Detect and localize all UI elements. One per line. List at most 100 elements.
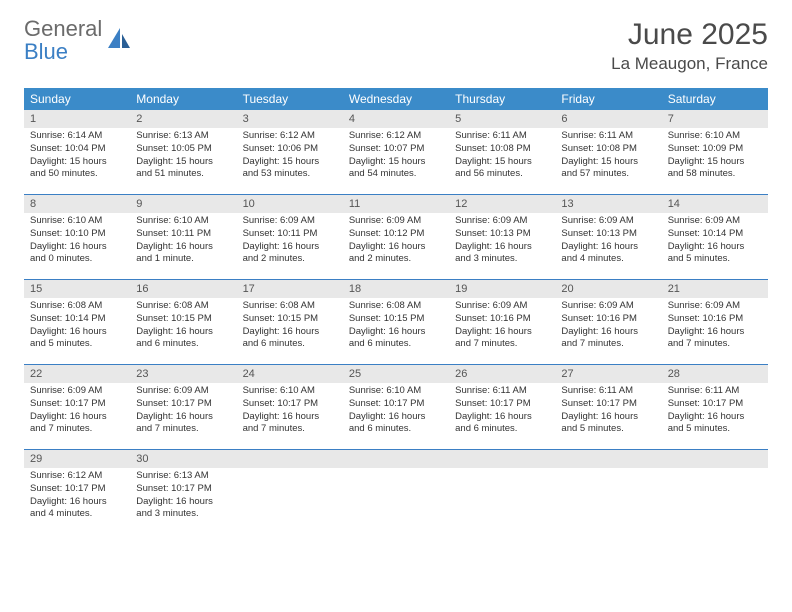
day-body: Sunrise: 6:11 AMSunset: 10:17 PMDaylight… (449, 385, 555, 436)
day-cell: 23Sunrise: 6:09 AMSunset: 10:17 PMDaylig… (130, 365, 236, 449)
day-number: 14 (662, 195, 768, 213)
sunrise-text: Sunrise: 6:10 AM (243, 385, 337, 398)
daylight-text: Daylight: 16 hours and 5 minutes. (668, 241, 762, 267)
sunrise-text: Sunrise: 6:11 AM (561, 130, 655, 143)
day-cell: 11 Sunrise: 6:09 AMSunset: 10:12 PMDaylig… (343, 195, 449, 279)
day-header: Sunday (24, 88, 130, 110)
day-body: Sunrise: 6:10 AMSunset: 10:09 PMDaylight… (662, 130, 768, 181)
sunset-text: Sunset: 10:04 PM (30, 143, 124, 156)
daylight-text: Daylight: 16 hours and 6 minutes. (349, 411, 443, 437)
day-number: 8 (24, 195, 130, 213)
sunset-text: Sunset: 10:17 PM (136, 398, 230, 411)
sunrise-text: Sunrise: 6:08 AM (30, 300, 124, 313)
sunset-text: Sunset: 10:17 PM (30, 398, 124, 411)
daylight-text: Daylight: 16 hours and 7 minutes. (455, 326, 549, 352)
daylight-text: Daylight: 16 hours and 7 minutes. (668, 326, 762, 352)
daylight-text: Daylight: 16 hours and 7 minutes. (136, 411, 230, 437)
day-header: Friday (555, 88, 661, 110)
sunset-text: Sunset: 10:10 PM (30, 228, 124, 241)
title-block: June 2025 La Meaugon, France (611, 18, 768, 74)
day-body: Sunrise: 6:08 AMSunset: 10:15 PMDaylight… (130, 300, 236, 351)
week-row: 29Sunrise: 6:12 AMSunset: 10:17 PMDaylig… (24, 450, 768, 534)
day-number: 24 (237, 365, 343, 383)
week-row: 15Sunrise: 6:08 AMSunset: 10:14 PMDaylig… (24, 280, 768, 365)
day-body: Sunrise: 6:10 AMSunset: 10:11 PMDaylight… (130, 215, 236, 266)
sunrise-text: Sunrise: 6:09 AM (243, 215, 337, 228)
day-cell: 17 Sunrise: 6:08 AMSunset: 10:15 PMDaylig… (237, 280, 343, 364)
day-body: Sunrise: 6:09 AMSunset: 10:16 PMDaylight… (555, 300, 661, 351)
sail-icon (106, 26, 132, 57)
sunset-text: Sunset: 10:14 PM (668, 228, 762, 241)
day-number: 18 (343, 280, 449, 298)
sunrise-text: Sunrise: 6:09 AM (561, 215, 655, 228)
day-body: Sunrise: 6:09 AMSunset: 10:12 PMDaylight… (343, 215, 449, 266)
day-cell: 18Sunrise: 6:08 AMSunset: 10:15 PMDaylig… (343, 280, 449, 364)
sunset-text: Sunset: 10:17 PM (455, 398, 549, 411)
day-body: Sunrise: 6:12 AMSunset: 10:06 PMDaylight… (237, 130, 343, 181)
daylight-text: Daylight: 15 hours and 54 minutes. (349, 156, 443, 182)
sunset-text: Sunset: 10:11 PM (243, 228, 337, 241)
sunset-text: Sunset: 10:17 PM (243, 398, 337, 411)
daylight-text: Daylight: 16 hours and 5 minutes. (668, 411, 762, 437)
week-row: 1 Sunrise: 6:14 AMSunset: 10:04 PM Dayligh… (24, 110, 768, 195)
sunrise-text: Sunrise: 6:10 AM (349, 385, 443, 398)
day-number: 13 (555, 195, 661, 213)
sunrise-text: Sunrise: 6:11 AM (455, 130, 549, 143)
sunrise-text: Sunrise: 6:09 AM (668, 215, 762, 228)
day-number: 26 (449, 365, 555, 383)
daylight-text: Daylight: 16 hours and 2 minutes. (349, 241, 443, 267)
sunset-text: Sunset: 10:08 PM (455, 143, 549, 156)
sunrise-text: Sunrise: 6:13 AM (136, 130, 230, 143)
day-cell (237, 450, 343, 534)
sunrise-text: Sunrise: 6:12 AM (243, 130, 337, 143)
day-cell: 5Sunrise: 6:11 AMSunset: 10:08 PMDayligh… (449, 110, 555, 194)
day-body: Sunrise: 6:09 AMSunset: 10:13 PMDaylight… (449, 215, 555, 266)
day-cell: 2Sunrise: 6:13 AMSunset: 10:05 PMDayligh… (130, 110, 236, 194)
day-cell: 13Sunrise: 6:09 AMSunset: 10:13 PMDaylig… (555, 195, 661, 279)
sunset-text: Sunset: 10:17 PM (561, 398, 655, 411)
day-number (343, 450, 449, 468)
daylight-text: Daylight: 15 hours and 58 minutes. (668, 156, 762, 182)
day-cell: 15Sunrise: 6:08 AMSunset: 10:14 PMDaylig… (24, 280, 130, 364)
daylight-text: Daylight: 16 hours and 5 minutes. (30, 326, 124, 352)
sunrise-text: Sunrise: 6:08 AM (349, 300, 443, 313)
day-number: 21 (662, 280, 768, 298)
sunset-text: Sunset: 10:11 PM (136, 228, 230, 241)
day-number (555, 450, 661, 468)
sunrise-text: Sunrise: 6:09 AM (668, 300, 762, 313)
sunrise-text: Sunrise: 6:09 AM (349, 215, 443, 228)
day-number: 10 (237, 195, 343, 213)
day-number: 17 (237, 280, 343, 298)
day-header: Saturday (662, 88, 768, 110)
day-cell: 22Sunrise: 6:09 AMSunset: 10:17 PMDaylig… (24, 365, 130, 449)
daylight-text: Daylight: 16 hours and 4 minutes. (561, 241, 655, 267)
day-body: Sunrise: 6:09 AMSunset: 10:17 PMDaylight… (24, 385, 130, 436)
sunrise-text: Sunrise: 6:11 AM (455, 385, 549, 398)
daylight-text: Daylight: 15 hours and 56 minutes. (455, 156, 549, 182)
day-number: 19 (449, 280, 555, 298)
day-cell: 12Sunrise: 6:09 AMSunset: 10:13 PMDaylig… (449, 195, 555, 279)
sunrise-text: Sunrise: 6:14 AM (30, 130, 124, 143)
day-number: 27 (555, 365, 661, 383)
day-number: 1 (24, 110, 130, 128)
sunset-text: Sunset: 10:16 PM (561, 313, 655, 326)
day-body: Sunrise: 6:11 AMSunset: 10:08 PMDaylight… (449, 130, 555, 181)
day-number: 11 (343, 195, 449, 213)
day-cell (449, 450, 555, 534)
day-number (237, 450, 343, 468)
daylight-text: Daylight: 15 hours and 57 minutes. (561, 156, 655, 182)
brand-name-blue: Blue (24, 39, 68, 64)
day-body: Sunrise: 6:08 AMSunset: 10:15 PMDaylight… (237, 300, 343, 351)
day-cell: 25Sunrise: 6:10 AMSunset: 10:17 PMDaylig… (343, 365, 449, 449)
daylight-text: Daylight: 16 hours and 2 minutes. (243, 241, 337, 267)
day-body: Sunrise: 6:10 AMSunset: 10:17 PMDaylight… (237, 385, 343, 436)
day-body: Sunrise: 6:08 AMSunset: 10:14 PMDaylight… (24, 300, 130, 351)
sunset-text: Sunset: 10:13 PM (455, 228, 549, 241)
page-title: June 2025 (611, 18, 768, 52)
daylight-text: Daylight: 16 hours and 7 minutes. (561, 326, 655, 352)
sunrise-text: Sunrise: 6:12 AM (349, 130, 443, 143)
location: La Meaugon, France (611, 54, 768, 74)
day-number (449, 450, 555, 468)
daylight-text: Daylight: 16 hours and 1 minute. (136, 241, 230, 267)
day-body: Sunrise: 6:10 AMSunset: 10:17 PMDaylight… (343, 385, 449, 436)
